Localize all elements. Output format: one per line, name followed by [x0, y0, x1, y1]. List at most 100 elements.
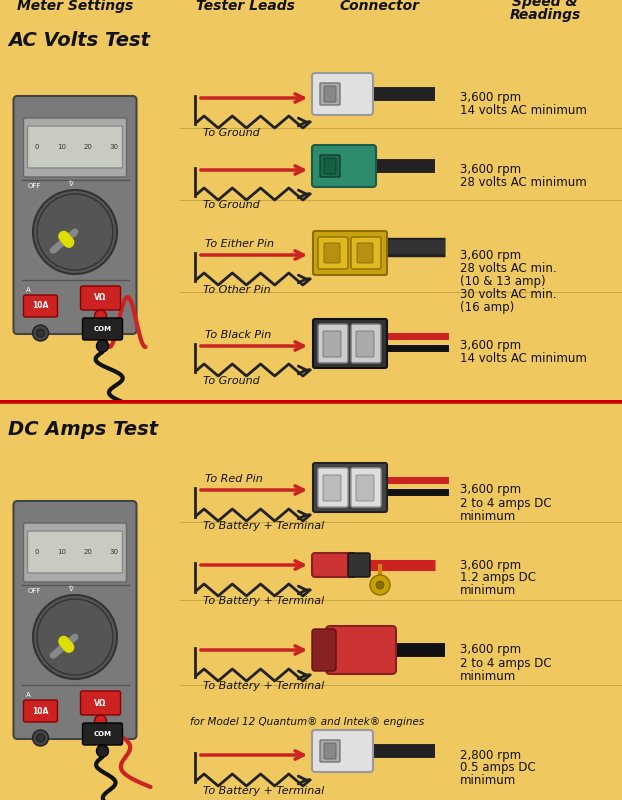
- Circle shape: [32, 325, 49, 341]
- FancyBboxPatch shape: [324, 86, 336, 102]
- FancyBboxPatch shape: [324, 158, 336, 174]
- FancyBboxPatch shape: [348, 553, 370, 577]
- Text: 2,800 rpm: 2,800 rpm: [460, 749, 521, 762]
- FancyBboxPatch shape: [351, 324, 381, 363]
- Circle shape: [37, 194, 113, 270]
- FancyBboxPatch shape: [324, 743, 336, 759]
- Text: 30: 30: [109, 144, 118, 150]
- FancyBboxPatch shape: [24, 295, 57, 317]
- Circle shape: [37, 599, 113, 675]
- FancyBboxPatch shape: [320, 740, 340, 762]
- FancyBboxPatch shape: [24, 523, 126, 582]
- Text: 3,600 rpm: 3,600 rpm: [460, 91, 521, 105]
- Text: minimum: minimum: [460, 774, 516, 787]
- Text: 3,600 rpm: 3,600 rpm: [460, 249, 521, 262]
- Text: 3,600 rpm: 3,600 rpm: [460, 558, 521, 571]
- Text: Readings: Readings: [509, 8, 580, 22]
- Text: To Battery + Terminal: To Battery + Terminal: [203, 596, 324, 606]
- FancyBboxPatch shape: [356, 331, 374, 357]
- FancyBboxPatch shape: [351, 468, 381, 507]
- Text: 0: 0: [34, 549, 39, 555]
- Text: 3,600 rpm: 3,600 rpm: [460, 339, 521, 353]
- FancyBboxPatch shape: [323, 475, 341, 501]
- Text: Connector: Connector: [340, 0, 420, 13]
- FancyBboxPatch shape: [80, 286, 121, 310]
- FancyBboxPatch shape: [318, 468, 348, 507]
- Text: A: A: [26, 692, 30, 698]
- FancyBboxPatch shape: [320, 155, 340, 177]
- Text: COM: COM: [93, 326, 111, 332]
- Text: To Either Pin: To Either Pin: [205, 239, 274, 249]
- FancyBboxPatch shape: [27, 531, 123, 573]
- Text: To Ground: To Ground: [203, 200, 260, 210]
- Text: DC Amps Test: DC Amps Test: [8, 420, 158, 439]
- Text: 28 volts AC min.: 28 volts AC min.: [460, 262, 557, 274]
- Text: Speed &: Speed &: [513, 0, 578, 9]
- Text: VΩ: VΩ: [95, 294, 107, 302]
- Text: 2 to 4 amps DC: 2 to 4 amps DC: [460, 497, 552, 510]
- Text: (16 amp): (16 amp): [460, 301, 514, 314]
- Circle shape: [95, 310, 106, 322]
- FancyBboxPatch shape: [312, 73, 373, 115]
- Text: minimum: minimum: [460, 585, 516, 598]
- FancyBboxPatch shape: [326, 626, 396, 674]
- Text: 1.2 amps DC: 1.2 amps DC: [460, 571, 536, 585]
- Text: 10: 10: [58, 144, 67, 150]
- FancyBboxPatch shape: [320, 83, 340, 105]
- FancyBboxPatch shape: [14, 501, 136, 739]
- FancyBboxPatch shape: [318, 237, 348, 269]
- Text: Tester Leads: Tester Leads: [195, 0, 294, 13]
- FancyBboxPatch shape: [351, 237, 381, 269]
- FancyBboxPatch shape: [313, 319, 387, 368]
- Text: 20: 20: [83, 549, 92, 555]
- FancyBboxPatch shape: [83, 723, 123, 745]
- Text: 28 volts AC minimum: 28 volts AC minimum: [460, 177, 587, 190]
- Text: 0.5 amps DC: 0.5 amps DC: [460, 762, 536, 774]
- Circle shape: [33, 190, 117, 274]
- Text: 20: 20: [83, 144, 92, 150]
- FancyBboxPatch shape: [24, 700, 57, 722]
- Text: To Other Pin: To Other Pin: [203, 285, 271, 295]
- Text: AC Volts Test: AC Volts Test: [8, 31, 150, 50]
- Text: minimum: minimum: [460, 510, 516, 522]
- FancyBboxPatch shape: [80, 691, 121, 715]
- Circle shape: [37, 734, 45, 742]
- Text: V̂: V̂: [69, 181, 74, 187]
- Text: 10: 10: [58, 549, 67, 555]
- FancyBboxPatch shape: [312, 553, 356, 577]
- Text: A: A: [26, 287, 30, 293]
- Text: COM: COM: [93, 731, 111, 737]
- FancyBboxPatch shape: [14, 96, 136, 334]
- Text: 2 to 4 amps DC: 2 to 4 amps DC: [460, 657, 552, 670]
- Circle shape: [370, 575, 390, 595]
- FancyBboxPatch shape: [313, 463, 387, 512]
- FancyBboxPatch shape: [83, 318, 123, 340]
- FancyBboxPatch shape: [312, 730, 373, 772]
- FancyBboxPatch shape: [24, 118, 126, 177]
- Text: To Battery + Terminal: To Battery + Terminal: [203, 786, 324, 796]
- FancyBboxPatch shape: [27, 126, 123, 168]
- Text: 30 volts AC min.: 30 volts AC min.: [460, 287, 557, 301]
- Circle shape: [37, 329, 45, 337]
- Circle shape: [96, 745, 108, 757]
- Text: 14 volts AC minimum: 14 volts AC minimum: [460, 105, 587, 118]
- FancyBboxPatch shape: [324, 243, 340, 263]
- Text: To Ground: To Ground: [203, 376, 260, 386]
- Circle shape: [376, 581, 384, 589]
- Text: 3,600 rpm: 3,600 rpm: [460, 483, 521, 497]
- Text: 10A: 10A: [32, 302, 49, 310]
- Circle shape: [33, 595, 117, 679]
- Text: (10 & 13 amp): (10 & 13 amp): [460, 274, 545, 287]
- Text: 0: 0: [34, 144, 39, 150]
- Text: To Battery + Terminal: To Battery + Terminal: [203, 681, 324, 691]
- Text: Meter Settings: Meter Settings: [17, 0, 133, 13]
- Text: V̂: V̂: [69, 586, 74, 592]
- Circle shape: [95, 715, 106, 727]
- Text: 14 volts AC minimum: 14 volts AC minimum: [460, 353, 587, 366]
- FancyBboxPatch shape: [313, 231, 387, 275]
- Circle shape: [96, 340, 108, 352]
- FancyBboxPatch shape: [312, 629, 336, 671]
- Circle shape: [32, 730, 49, 746]
- FancyBboxPatch shape: [312, 145, 376, 187]
- FancyBboxPatch shape: [318, 324, 348, 363]
